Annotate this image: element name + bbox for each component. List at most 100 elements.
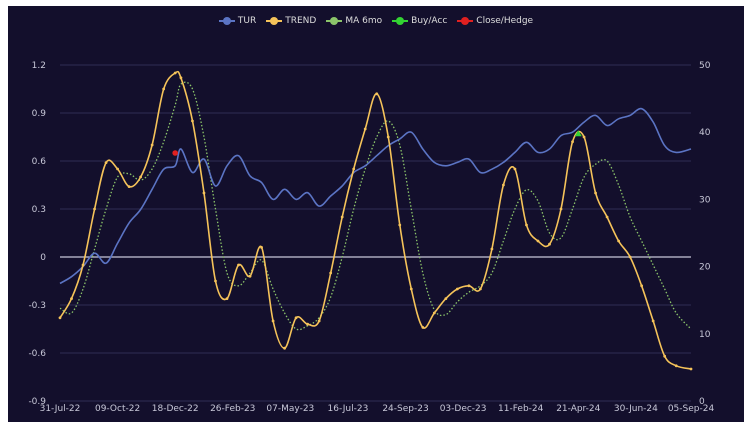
x-tick-label: 11-Feb-24 [498,404,544,414]
trend-point [536,239,540,243]
y-left-tick-label: 0 [40,253,46,263]
legend-label: TREND [285,16,317,26]
legend-label: TUR [237,16,257,26]
legend-label: Close/Hedge [476,16,534,26]
trend-point [352,167,356,171]
trend-point [225,297,229,300]
x-tick-label: 05-Sep-24 [668,404,715,414]
trend-point [173,71,177,75]
trend-point [444,297,448,300]
x-tick-label: 03-Dec-23 [440,404,487,414]
trend-point [628,255,632,259]
trend-point [513,167,517,171]
trend-point [271,319,275,323]
trend-point [605,215,609,219]
trend-point [398,223,402,227]
trend-point [104,161,108,165]
trend-point [640,284,644,288]
trend-point [594,191,597,195]
y-left-tick-label: 0.9 [32,109,47,119]
y-left-tick-label: 0.6 [32,157,47,167]
close-hedge-marker [172,150,178,156]
chart: -0.9 -0.6 -0.3 0 0.3 0.6 0.9 1.2 0 10 20 30 40 50 31-J… [28,61,715,414]
x-tick-label: 07-May-23 [266,404,314,414]
legend-item[interactable]: TREND [266,16,316,26]
x-tick-label: 21-Apr-24 [556,404,600,414]
legend-swatch [392,16,409,26]
trend-point [674,364,678,368]
trend-point [294,316,298,320]
trend-point [467,284,471,288]
y-right-tick-label: 30 [699,195,711,205]
trend-point [317,319,321,323]
trend-point [179,76,183,80]
trend-point [432,311,436,315]
trend-point [455,287,459,291]
trend-point [58,316,62,320]
legend-swatch [457,16,474,26]
trend-point [93,207,96,211]
trend-point [81,263,85,267]
x-tick-label: 18-Dec-22 [152,404,199,414]
y-right-tick-label: 20 [699,263,711,273]
legend-item[interactable]: Close/Hedge [457,16,533,26]
y-left-tick-label: -0.9 [28,397,46,407]
legend: TUR TREND MA 6mo Buy/Acc Close/Hedge [8,16,744,26]
legend-item[interactable]: Buy/Acc [392,16,447,26]
trend-line [59,70,692,370]
y-right-tick-label: 40 [699,128,711,138]
trend-point [248,274,252,278]
trend-point [582,135,586,139]
trend-point [237,263,240,267]
trend-point [202,191,206,195]
trend-point [421,326,425,329]
trend-point [478,287,482,291]
trend-point [375,92,379,96]
trend-point [162,87,166,91]
y-left-tick-label: -0.6 [28,349,46,359]
trend-point [70,297,73,300]
legend-item[interactable]: MA 6mo [326,16,382,26]
y-right-tick-label: 50 [699,61,711,71]
trend-point [116,167,119,171]
trend-point [490,247,494,251]
x-tick-label: 09-Oct-22 [95,404,140,414]
trend-point [651,319,655,323]
legend-label: MA 6mo [345,16,383,26]
y-left-tick-label: 1.2 [32,61,46,71]
trend-point [306,322,310,326]
trend-point [214,279,217,283]
trend-point [363,127,367,131]
legend-swatch [218,16,235,26]
trend-point [663,354,667,358]
trend-point [409,287,413,291]
x-tick-label: 26-Feb-23 [210,404,255,414]
legend-swatch [326,16,343,26]
trend-point [617,239,621,243]
y-left-tick-label: 0.3 [32,205,46,215]
trend-point [559,207,563,211]
trend-point [191,119,194,123]
legend-item[interactable]: TUR [218,16,257,26]
trend-point [139,175,143,179]
trend-point [283,346,286,350]
y-right-tick-label: 0 [699,397,705,407]
x-tick-label: 16-Jul-23 [328,404,369,414]
trend-point [340,215,344,219]
trend-point [689,367,693,371]
ma-6mo-line [59,81,692,331]
trend-point [127,185,131,189]
y-left-tick-label: -0.3 [28,301,46,311]
trend-point [260,246,263,249]
trend-point [525,223,528,227]
trend-point [571,140,574,144]
trend-point [329,271,333,275]
legend-label: Buy/Acc [411,16,448,26]
tur-line [59,107,692,285]
x-tick-label: 24-Sep-23 [382,404,428,414]
x-tick-label: 30-Jun-24 [614,404,658,414]
legend-swatch [266,16,283,26]
trend-point [502,183,505,187]
trend-point [386,135,390,139]
buy-acc-marker [574,130,582,137]
